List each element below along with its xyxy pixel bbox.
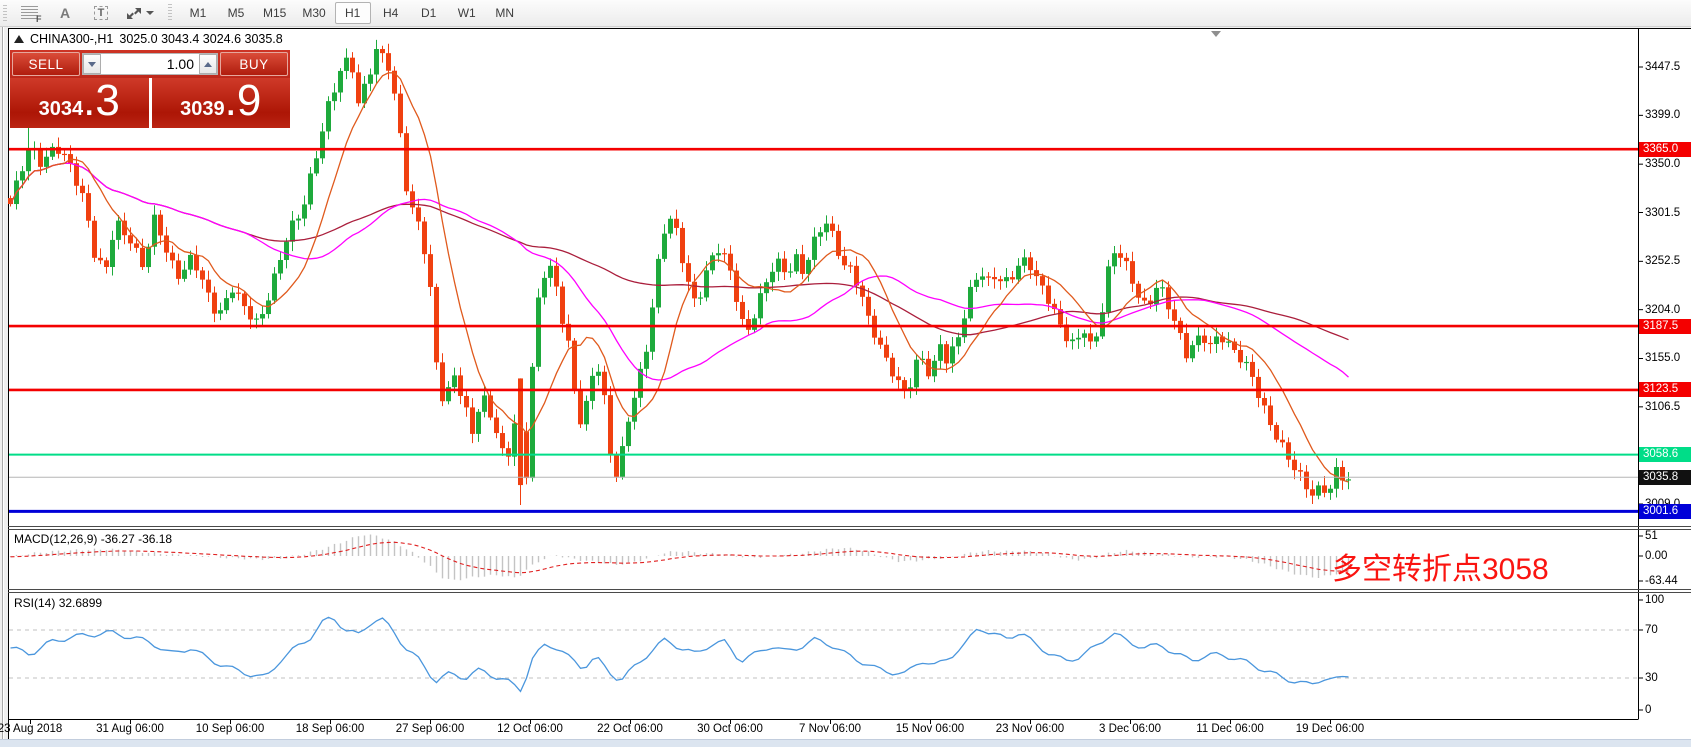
chevron-down-icon [146,11,154,15]
timeframe-button-m30[interactable]: M30 [302,6,326,20]
sell-price-display[interactable]: 3034 .3 [10,78,149,128]
timeframe-button-w1[interactable]: W1 [457,6,476,20]
letter-t-icon: T [93,6,109,20]
arrow-objects-button[interactable] [119,2,161,24]
timeframe-group: M1 M5 M15 M30 H1 H4 D1 W1 MN [179,2,524,24]
macd-name: MACD(12,26,9) [14,532,98,546]
symbol-period-label: CHINA300-,H1 [30,32,114,46]
chart-title: CHINA300-,H1 3025.0 3043.4 3024.6 3035.8 [14,32,283,46]
dotted-grid-icon: F [20,6,42,24]
sell-button[interactable]: SELL [12,52,80,76]
volume-increase-button[interactable] [199,54,217,74]
toolbar-grip[interactable] [3,5,7,21]
timeframe-button-h1[interactable]: H1 [334,2,371,24]
macd-values: -36.27 -36.18 [100,532,173,546]
symbol-grid-icon-button[interactable]: F [11,2,47,24]
macd-label: MACD(12,26,9) -36.27 -36.18 [14,532,172,546]
toolbar: F A T M1 M5 M15 M30 H1 H4 D1 W1 MN [0,0,1691,27]
window-left-edge [0,26,8,746]
buy-price-main: 3039 [180,98,225,120]
timeframe-button-m5[interactable]: M5 [227,6,245,20]
expand-triangle-icon[interactable] [14,35,24,43]
arrow-up-icon [204,61,212,67]
timeframe-button-d1[interactable]: D1 [421,6,437,20]
ohlc-values: 3025.0 3043.4 3024.6 3035.8 [119,32,283,46]
sell-price-pips: .3 [83,76,120,125]
buy-button[interactable]: BUY [220,52,288,76]
timeframe-button-m1[interactable]: M1 [189,6,207,20]
arrows-icon [127,7,141,19]
timeframe-button-m15[interactable]: M15 [263,6,287,20]
volume-decrease-button[interactable] [83,54,101,74]
grid-f-label: F [36,14,42,24]
text-label-tool-button[interactable]: T [83,2,119,24]
volume-value[interactable]: 1.00 [166,56,194,72]
letter-a-icon: A [59,5,71,21]
rsi-name: RSI(14) [14,596,56,610]
rsi-value: 32.6899 [58,596,103,610]
font-tool-button[interactable]: A [47,2,83,24]
status-strip [0,739,1691,747]
rsi-label: RSI(14) 32.6899 [14,596,102,610]
price-divider [148,78,152,128]
price-display-row: 3034 .3 3039 .9 [10,78,290,128]
toolbar-separator [168,4,172,22]
timeframe-button-mn[interactable]: MN [495,6,515,20]
timeframe-button-h4[interactable]: H4 [383,6,399,20]
volume-spinner: 1.00 [82,53,218,75]
arrow-down-icon [88,61,96,67]
buy-price-pips: .9 [224,76,262,125]
trade-controls-row: SELL 1.00 BUY [10,50,290,76]
one-click-trading-panel: SELL 1.00 BUY 3034 .3 3039 .9 [10,50,290,128]
buy-price-display[interactable]: 3039 .9 [151,76,290,128]
text-annotation[interactable]: 多空转折点3058 [1332,553,1549,586]
sell-price-main: 3034 [38,98,84,120]
chart-background [8,28,1691,739]
